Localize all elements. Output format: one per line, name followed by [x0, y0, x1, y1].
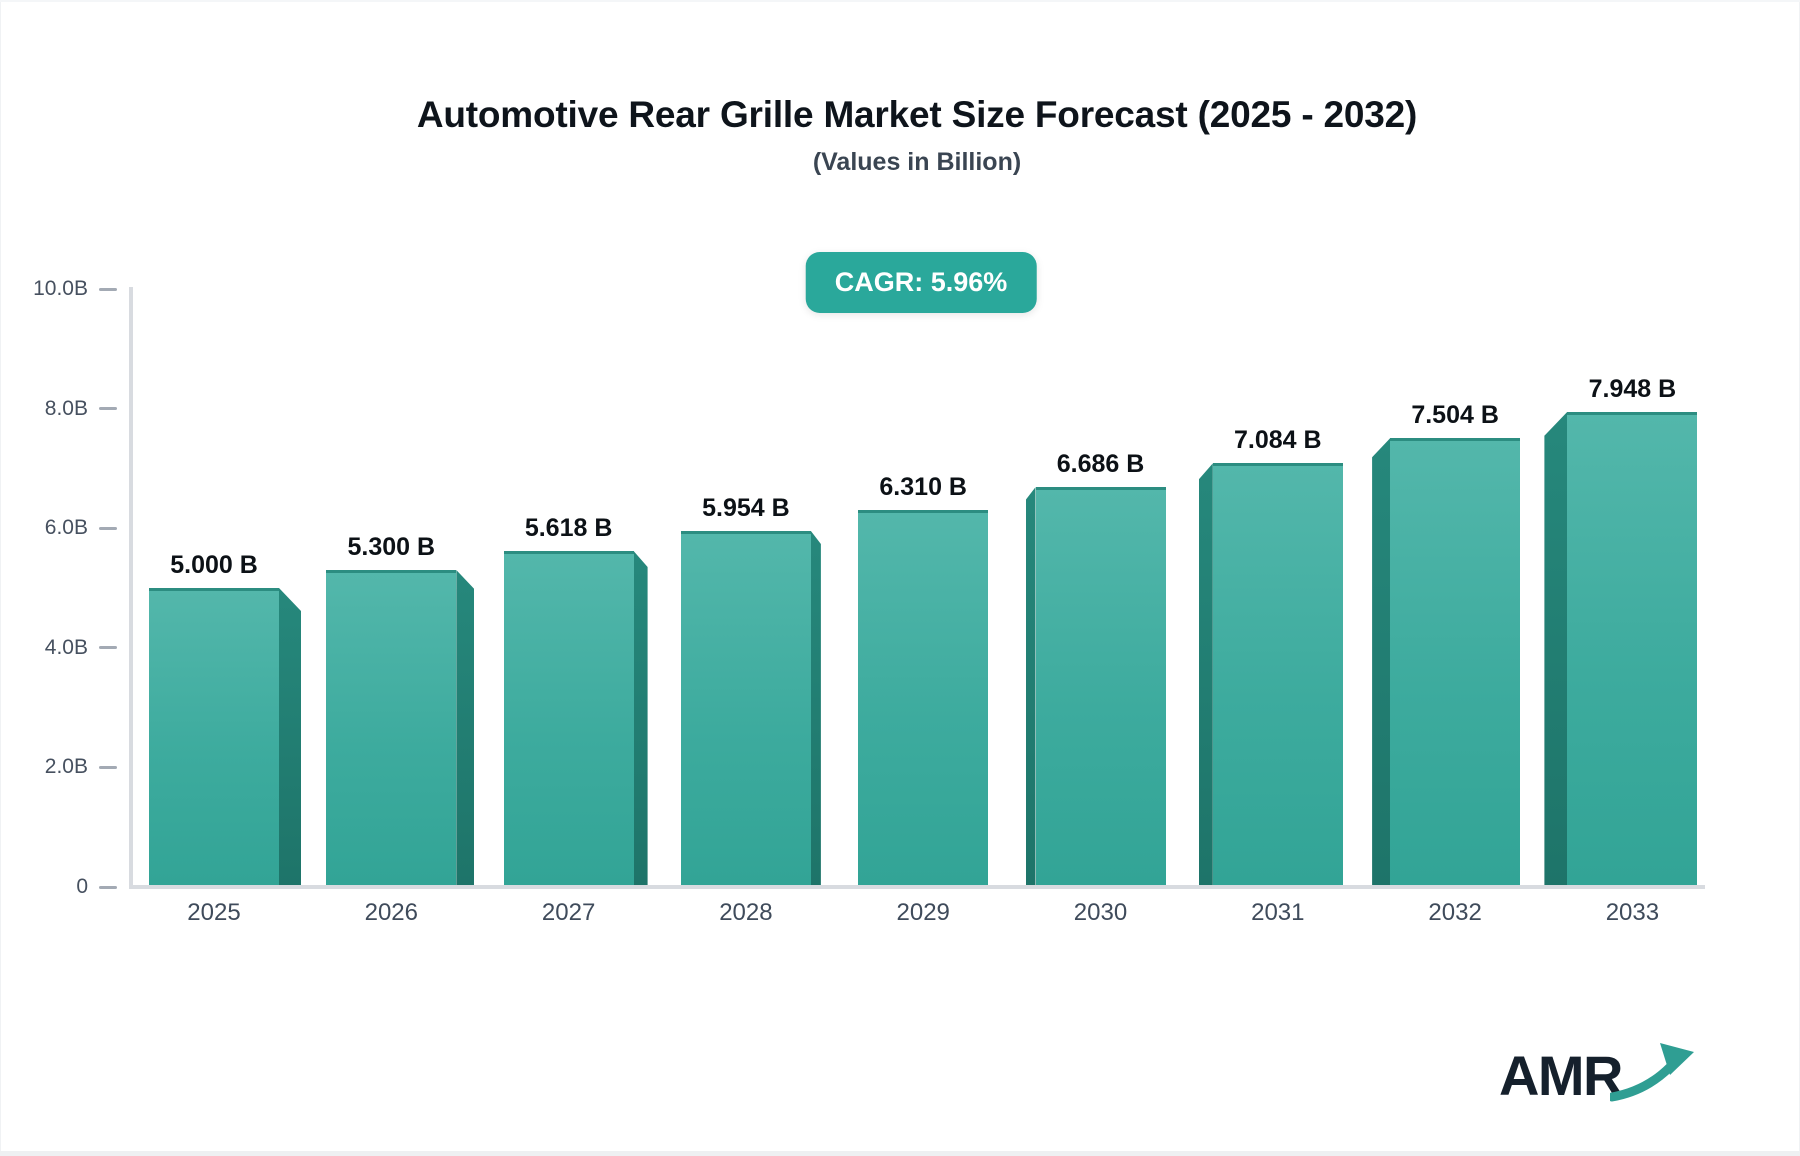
bar-2026 [326, 570, 457, 887]
bar-value-label: 5.618 B [524, 514, 613, 543]
bar-side-2026 [456, 570, 475, 887]
trend-arrow-icon [1610, 1043, 1694, 1102]
x-tick-label: 2030 [1073, 899, 1128, 926]
bar-2032 [1390, 438, 1521, 887]
bar-value-label: 7.948 B [1588, 374, 1677, 403]
bar-side-2032 [1372, 438, 1391, 887]
page-title: Automotive Rear Grille Market Size Forec… [416, 94, 1418, 135]
bar-side-2025 [279, 588, 301, 887]
bar-side-2028 [810, 530, 821, 887]
x-tick-label: 2033 [1605, 899, 1660, 926]
x-tick-label: 2028 [719, 899, 773, 926]
y-tick-label: 4.0B [44, 635, 88, 659]
bar-2029 [858, 509, 989, 887]
bar-2027 [503, 551, 634, 887]
y-axis-line [129, 287, 133, 889]
bar-side-2027 [633, 551, 648, 887]
y-tick-label: 2.0B [44, 755, 88, 779]
y-tick-dash [99, 287, 117, 291]
page-top-edge [0, 0, 1800, 2]
x-tick-label: 2032 [1428, 899, 1482, 926]
x-axis-line [129, 885, 1705, 889]
y-tick-dash [99, 885, 117, 889]
bar-value-label: 6.686 B [1056, 450, 1145, 479]
cagr-badge: CAGR: 5.96% [805, 252, 1037, 313]
bar-value-label: 7.504 B [1411, 401, 1499, 430]
bar-2033 [1567, 411, 1698, 887]
amr-logo-text: AMR [1498, 1044, 1624, 1107]
y-tick-label: 0 [76, 875, 88, 898]
amr-logo: AMR [1499, 1039, 1696, 1104]
y-tick-label: 6.0B [44, 516, 88, 540]
bar-2030 [1035, 487, 1166, 887]
bar-value-label: 6.310 B [879, 472, 967, 501]
bar-2031 [1212, 463, 1343, 887]
x-tick-label: 2025 [187, 899, 241, 926]
bar-value-label: 5.000 B [170, 551, 258, 579]
y-tick-dash [99, 407, 117, 411]
bar-value-label: 7.084 B [1234, 426, 1322, 455]
bar-side-2033 [1544, 411, 1568, 887]
bar-2028 [680, 530, 811, 887]
x-tick-label: 2026 [364, 899, 418, 926]
bar-value-label: 5.300 B [347, 533, 436, 562]
y-tick-dash [99, 765, 117, 769]
chart-subtitle: (Values in Billion) [812, 148, 1022, 176]
y-tick-dash [99, 526, 117, 530]
bar-side-2031 [1198, 463, 1213, 887]
bar-value-label: 5.954 B [702, 493, 790, 522]
x-tick-label: 2027 [541, 899, 596, 926]
x-tick-label: 2029 [896, 899, 950, 926]
y-tick-label: 8.0B [44, 396, 88, 420]
bar-2025 [149, 588, 279, 887]
page-bottom-edge [0, 1151, 1800, 1156]
y-tick-label: 10.0B [33, 277, 88, 300]
x-tick-label: 2031 [1251, 899, 1305, 926]
bar-side-2030 [1025, 487, 1036, 887]
y-tick-dash [99, 646, 117, 650]
